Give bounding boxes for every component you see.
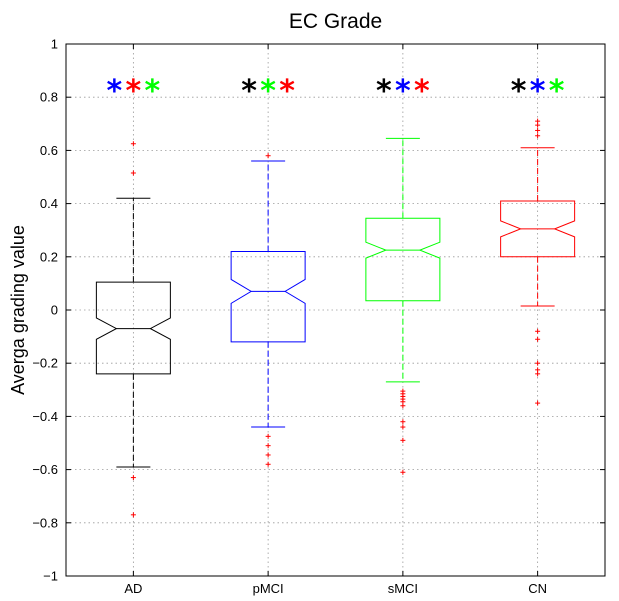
y-tick-label: 0.8 [40, 90, 58, 105]
y-axis-label: Averga grading value [8, 225, 28, 395]
significance-star-marker: * [549, 74, 565, 109]
significance-star-marker: * [126, 74, 142, 109]
y-tick-label: 0.2 [40, 249, 58, 264]
y-tick-label: 0.6 [40, 143, 58, 158]
significance-marker-layer: * * * * * * * * * * * * [107, 74, 565, 109]
box-CN [500, 118, 576, 406]
tick-layer: −1 −0.8 −0.6 −0.4 −0.2 0 0.2 0.4 0.6 0.8 1 AD pMCI sM… [32, 37, 605, 596]
significance-star-marker: * [107, 74, 123, 109]
y-tick-label: −0.2 [32, 356, 58, 371]
notched-box [500, 200, 576, 258]
x-tick-label: sMCI [388, 581, 418, 596]
significance-star-marker: * [395, 74, 411, 109]
significance-star-marker: * [241, 74, 257, 109]
significance-star-marker: * [145, 74, 161, 109]
x-tick-label: CN [528, 581, 547, 596]
x-tick-label: AD [124, 581, 142, 596]
y-tick-label: 1 [51, 37, 58, 52]
box-sMCI [365, 137, 441, 475]
box-layer [95, 118, 576, 518]
y-tick-label: 0.4 [40, 196, 58, 211]
notched-box [230, 250, 306, 343]
y-tick-label: −1 [43, 569, 58, 584]
y-tick-label: 0 [51, 303, 58, 318]
significance-star-marker: * [530, 74, 546, 109]
chart-title: EC Grade [289, 10, 382, 33]
significance-star-marker: * [376, 74, 392, 109]
box-pMCI [230, 153, 306, 467]
x-tick-label: pMCI [253, 581, 284, 596]
box-AD [95, 141, 171, 518]
notched-box [95, 281, 171, 375]
y-tick-label: −0.8 [32, 515, 58, 530]
significance-star-marker: * [260, 74, 276, 109]
notched-box [365, 217, 441, 302]
y-tick-label: −0.6 [32, 462, 58, 477]
significance-star-marker: * [414, 74, 430, 109]
y-tick-label: −0.4 [32, 409, 58, 424]
significance-star-marker: * [279, 74, 295, 109]
significance-star-marker: * [511, 74, 527, 109]
